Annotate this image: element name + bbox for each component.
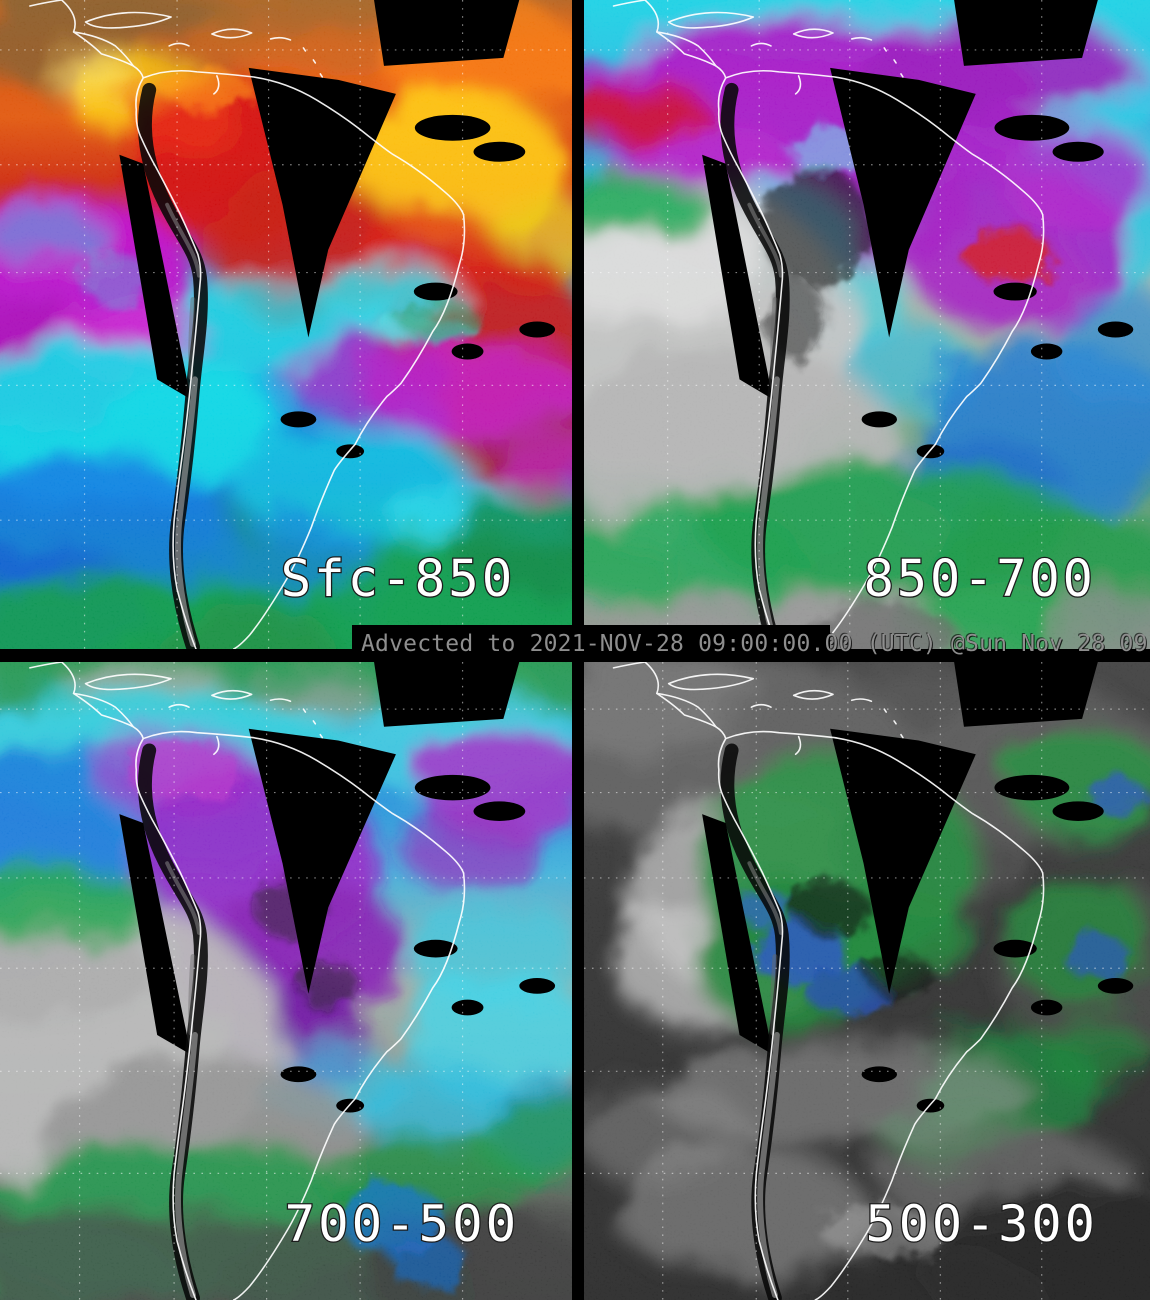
panel-label-850-700: 850-700	[864, 549, 1096, 608]
panel-label-sfc-850: Sfc-850	[281, 549, 516, 608]
moisture-imagery-700-500: 700-500	[0, 662, 572, 1300]
advection-banner: Advected to 2021-NOV-28 09:00:00.00 (UTC…	[0, 624, 1150, 661]
panel-700-500: 700-500	[0, 662, 572, 1300]
moisture-imagery-500-300: 500-300	[584, 662, 1150, 1300]
panel-label-500-300: 500-300	[866, 1194, 1098, 1253]
banner-timestamp-text: Advected to 2021-NOV-28 09:00:00.00 (UTC…	[361, 631, 1150, 657]
panel-sfc-850: Sfc-850	[0, 0, 572, 649]
moisture-imagery-850-700: 850-700	[584, 0, 1150, 649]
panel-500-300: 500-300	[584, 662, 1150, 1300]
panel-label-700-500: 700-500	[285, 1194, 520, 1253]
banner-black-box	[352, 625, 830, 661]
moisture-imagery-sfc-850: Sfc-850	[0, 0, 572, 649]
panel-850-700: 850-700	[584, 0, 1150, 649]
